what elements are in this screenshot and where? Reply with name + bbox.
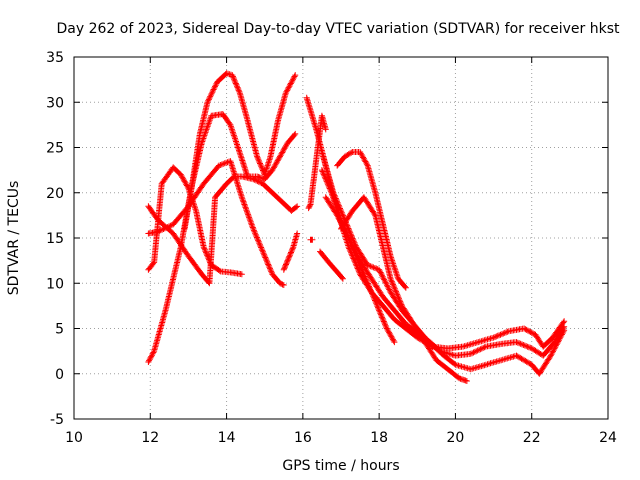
x-tick-label: 16 [294, 430, 312, 446]
y-tick-label: 15 [46, 231, 64, 247]
data-point-markers [317, 248, 346, 282]
chart-title: Day 262 of 2023, Sidereal Day-to-day VTE… [57, 21, 620, 37]
data-point-markers [145, 164, 245, 278]
series-arc-12 [334, 149, 409, 291]
y-tick-label: 10 [46, 276, 64, 292]
data-markers [145, 70, 568, 384]
y-tick-label: 0 [55, 367, 64, 383]
series-arc-5 [145, 158, 287, 289]
x-axis-title: GPS time / hours [282, 458, 399, 474]
x-axis-ticks: 10 12 14 16 18 20 22 24 [65, 57, 617, 446]
series-arc-6 [280, 230, 301, 273]
data-point-markers [305, 112, 329, 212]
series-arc-2 [181, 70, 299, 232]
series-arc-11 [338, 194, 470, 384]
x-tick-label: 22 [523, 430, 541, 446]
y-tick-label: 5 [55, 322, 64, 338]
x-tick-label: 14 [218, 430, 236, 446]
data-point-markers [145, 158, 287, 289]
series-arc-15 [307, 236, 316, 243]
y-axis-ticks: -5 0 5 10 15 20 25 30 35 [46, 50, 608, 428]
y-tick-label: 30 [46, 95, 64, 111]
data-point-markers [145, 173, 301, 287]
y-axis-title: SDTVAR / TECUs [6, 181, 22, 296]
data-point-markers [181, 70, 299, 232]
x-tick-label: 18 [370, 430, 388, 446]
series-arc-10 [318, 167, 398, 346]
y-tick-label: 20 [46, 186, 64, 202]
series-arc-4 [145, 164, 245, 278]
x-tick-label: 24 [599, 430, 617, 446]
data-point-markers [334, 149, 409, 291]
data-point-markers [338, 194, 470, 384]
x-tick-label: 20 [447, 430, 465, 446]
data-point-markers [307, 236, 316, 243]
series-arc-3 [145, 173, 301, 287]
x-tick-label: 10 [65, 430, 83, 446]
y-tick-label: 35 [46, 50, 64, 66]
x-tick-label: 12 [141, 430, 159, 446]
y-tick-label: -5 [50, 412, 64, 428]
series-arc-14 [305, 112, 329, 212]
data-point-markers [280, 230, 301, 273]
y-tick-label: 25 [46, 141, 64, 157]
data-point-markers [318, 167, 398, 346]
series-arc-13 [317, 248, 346, 282]
